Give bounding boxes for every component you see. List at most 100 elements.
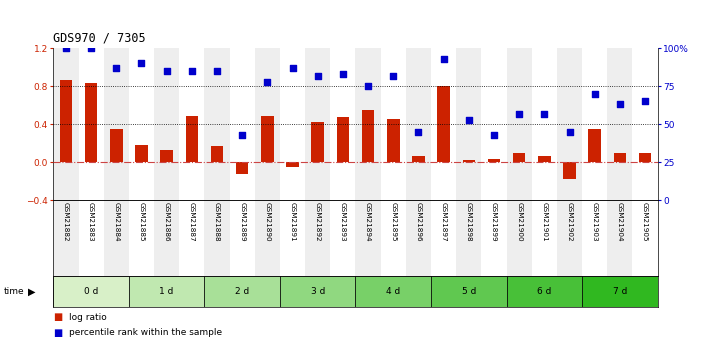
Text: GSM21905: GSM21905 xyxy=(642,203,648,242)
Bar xyxy=(161,150,173,162)
Point xyxy=(287,65,298,71)
Point xyxy=(337,71,348,77)
Bar xyxy=(255,200,280,276)
Bar xyxy=(532,48,557,200)
Bar xyxy=(53,48,78,200)
Bar xyxy=(60,80,73,162)
Bar xyxy=(186,116,198,162)
Point xyxy=(614,102,626,107)
Bar xyxy=(287,162,299,167)
Text: GSM21899: GSM21899 xyxy=(491,203,497,242)
Text: GSM21884: GSM21884 xyxy=(113,203,119,242)
Text: GSM21897: GSM21897 xyxy=(441,203,447,242)
Text: GSM21883: GSM21883 xyxy=(88,203,94,242)
Bar xyxy=(179,200,205,276)
Bar xyxy=(582,48,607,200)
Bar xyxy=(437,86,450,162)
Bar xyxy=(205,276,280,307)
Text: 5 d: 5 d xyxy=(461,287,476,296)
Bar xyxy=(557,200,582,276)
Bar xyxy=(463,160,475,162)
Point xyxy=(387,73,399,78)
Text: GSM21882: GSM21882 xyxy=(63,203,69,242)
Bar xyxy=(412,156,424,162)
Bar xyxy=(261,116,274,162)
Bar xyxy=(638,152,651,162)
Bar xyxy=(607,48,633,200)
Text: GSM21904: GSM21904 xyxy=(617,203,623,242)
Text: GSM21890: GSM21890 xyxy=(264,203,270,242)
Point xyxy=(237,132,248,138)
Text: GSM21892: GSM21892 xyxy=(315,203,321,242)
Text: 6 d: 6 d xyxy=(538,287,552,296)
Bar xyxy=(305,48,331,200)
Bar xyxy=(406,200,431,276)
Point xyxy=(186,68,198,74)
Bar xyxy=(78,48,104,200)
Bar xyxy=(431,48,456,200)
Bar xyxy=(356,200,380,276)
Point xyxy=(262,79,273,85)
Point xyxy=(60,46,72,51)
Bar xyxy=(488,159,501,162)
Bar xyxy=(557,48,582,200)
Point xyxy=(211,68,223,74)
Bar xyxy=(506,200,532,276)
Bar xyxy=(380,48,406,200)
Bar xyxy=(129,48,154,200)
Text: GSM21886: GSM21886 xyxy=(164,203,170,242)
Point xyxy=(513,111,525,116)
Bar xyxy=(481,200,506,276)
Bar xyxy=(280,200,305,276)
Text: time: time xyxy=(4,287,24,296)
Bar xyxy=(513,152,525,162)
Text: GSM21898: GSM21898 xyxy=(466,203,472,242)
Text: GSM21887: GSM21887 xyxy=(189,203,195,242)
Bar xyxy=(614,152,626,162)
Point xyxy=(463,117,474,122)
Bar xyxy=(110,129,122,162)
Point xyxy=(438,56,449,62)
Text: GSM21885: GSM21885 xyxy=(139,203,144,242)
Point xyxy=(85,46,97,51)
Text: 4 d: 4 d xyxy=(386,287,400,296)
Point xyxy=(161,68,172,74)
Point xyxy=(564,129,575,135)
Point xyxy=(539,111,550,116)
Text: GSM21902: GSM21902 xyxy=(567,203,572,242)
Bar xyxy=(255,48,280,200)
Bar xyxy=(210,146,223,162)
Bar xyxy=(280,48,305,200)
Text: 0 d: 0 d xyxy=(84,287,98,296)
Bar xyxy=(362,110,375,162)
Text: GSM21888: GSM21888 xyxy=(214,203,220,242)
Text: GSM21893: GSM21893 xyxy=(340,203,346,242)
Bar xyxy=(532,200,557,276)
Bar xyxy=(53,276,129,307)
Text: percentile rank within the sample: percentile rank within the sample xyxy=(69,328,222,337)
Bar xyxy=(230,48,255,200)
Bar xyxy=(78,200,104,276)
Bar xyxy=(104,200,129,276)
Bar xyxy=(406,48,431,200)
Text: 7 d: 7 d xyxy=(613,287,627,296)
Text: 2 d: 2 d xyxy=(235,287,250,296)
Text: GDS970 / 7305: GDS970 / 7305 xyxy=(53,32,146,45)
Bar xyxy=(53,200,78,276)
Point xyxy=(363,83,374,89)
Bar xyxy=(456,200,481,276)
Bar xyxy=(104,48,129,200)
Text: GSM21903: GSM21903 xyxy=(592,203,598,242)
Bar xyxy=(356,276,431,307)
Bar xyxy=(481,48,506,200)
Point xyxy=(488,132,500,138)
Bar xyxy=(311,122,324,162)
Bar xyxy=(236,162,248,175)
Bar xyxy=(633,200,658,276)
Text: GSM21891: GSM21891 xyxy=(289,203,296,242)
Bar xyxy=(336,117,349,162)
Bar xyxy=(280,276,356,307)
Bar xyxy=(230,200,255,276)
Bar xyxy=(563,162,576,179)
Text: 1 d: 1 d xyxy=(159,287,173,296)
